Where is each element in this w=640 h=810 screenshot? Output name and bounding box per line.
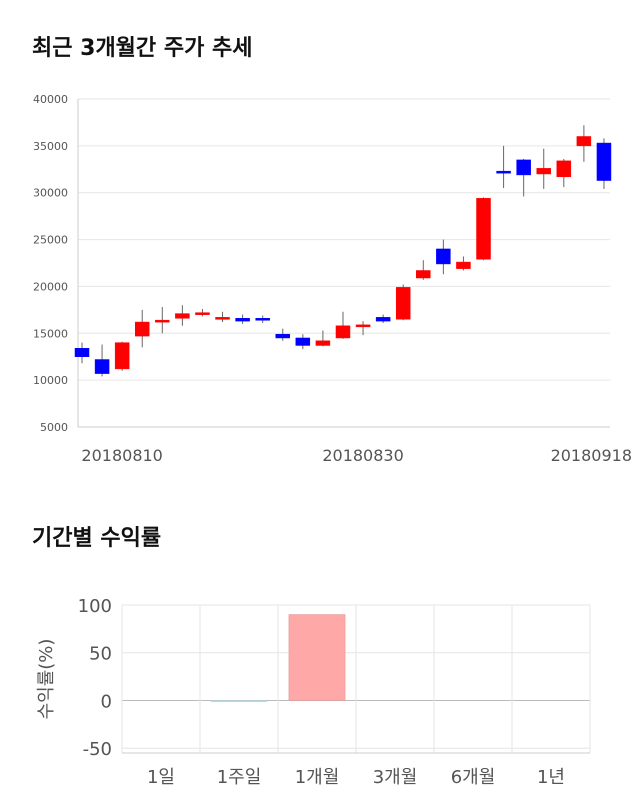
y-tick-label: 20000 (33, 280, 68, 293)
stock-trend-title: 최근 3개월간 주가 추세 (32, 36, 253, 61)
candle-up (395, 287, 411, 320)
candle-up (335, 325, 351, 339)
candle-up (195, 312, 210, 315)
candle-down (295, 337, 311, 346)
period-return-title: 기간별 수익률 (32, 526, 162, 551)
candlestick-chart: 40000 35000 30000 25000 20000 15000 10000 5000 2… (33, 93, 632, 465)
candle-down (436, 248, 451, 265)
x-tick-label: 3개월 (373, 767, 418, 788)
candle-down (255, 318, 270, 321)
candle-up (556, 160, 572, 178)
candle-down (74, 348, 90, 357)
candle-down (496, 170, 511, 174)
y-tick-label: 40000 (33, 93, 68, 106)
y-tick-label: 25000 (33, 234, 68, 247)
x-tick-label: 6개월 (451, 767, 496, 788)
candle-down (596, 142, 612, 181)
candle-up (215, 317, 230, 320)
y-tick-label: 0 (101, 691, 112, 712)
x-tick-label: 20180830 (322, 446, 403, 465)
candle-up (315, 340, 331, 346)
return-bar-chart: 100 50 0 -50 1일 1주일 1개월 3개월 6개월 1년 수익률(%) (36, 596, 591, 788)
y-tick-label: 15000 (33, 327, 68, 340)
x-tick-label: 20180918 (551, 446, 632, 465)
candle-down (94, 359, 110, 374)
candle-up (456, 261, 471, 269)
candle-down (375, 317, 391, 322)
y-tick-label: -50 (83, 739, 112, 760)
candle-up (134, 321, 150, 337)
x-tick-label: 1주일 (217, 767, 262, 788)
candle-up (536, 168, 551, 175)
return-bar (288, 614, 346, 701)
candle-up (576, 136, 592, 147)
candle-up (175, 313, 190, 319)
return-bar (210, 700, 268, 702)
candle-up (355, 324, 371, 328)
y-tick-label: 50 (89, 644, 112, 665)
candle-down (235, 318, 250, 322)
candle-down (516, 159, 531, 176)
x-tick-label: 20180810 (81, 446, 162, 465)
y-tick-label: 30000 (33, 187, 68, 200)
x-tick-label: 1개월 (295, 767, 340, 788)
candle-up (416, 270, 431, 279)
x-tick-label: 1년 (537, 767, 565, 788)
y-tick-label: 35000 (33, 140, 68, 153)
candle-up (114, 342, 130, 370)
y-axis-label: 수익률(%) (36, 639, 57, 720)
x-tick-label: 1일 (147, 767, 175, 788)
y-tick-label: 100 (78, 596, 112, 617)
candle-up (155, 319, 170, 323)
y-tick-label: 5000 (40, 421, 68, 434)
y-tick-label: 10000 (33, 374, 68, 387)
candle-down (275, 333, 291, 339)
candle-up (476, 198, 491, 260)
